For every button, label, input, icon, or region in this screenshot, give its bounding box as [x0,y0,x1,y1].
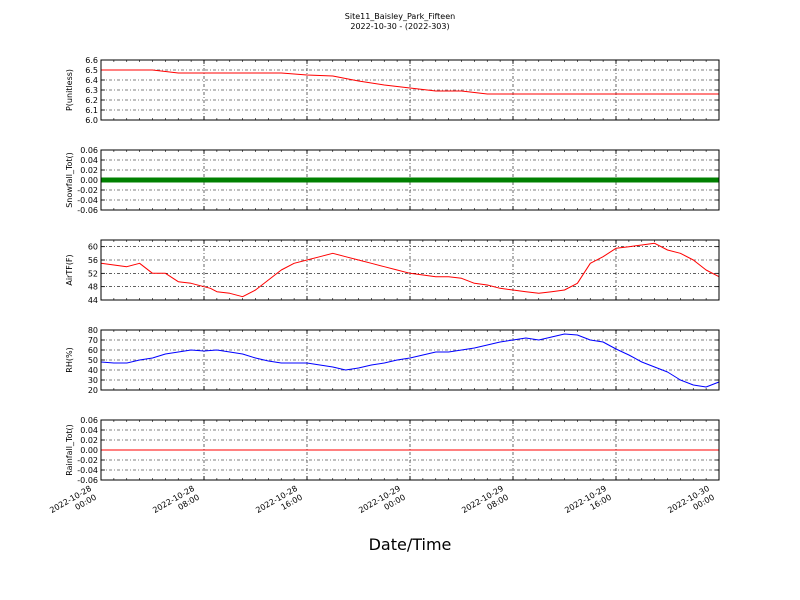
y-tick-label: 0.06 [80,416,98,425]
y-tick-label: -0.06 [77,206,98,215]
y-tick-label: 56 [88,256,98,265]
y-tick-label: -0.02 [77,456,98,465]
y-tick-label: 0.06 [80,146,98,155]
series-line [100,333,720,388]
subplot-3: 44 48 52 56 60 AirTF(F) [65,239,720,305]
y-tick-label: 30 [88,376,98,385]
axes-frame [100,239,720,301]
y-tick-label: 70 [88,336,98,345]
x-tick-label: 2022-10-3000:00 [666,484,716,524]
y-tick-label: 6.6 [85,56,98,65]
x-tick-label: 2022-10-2900:00 [357,484,407,524]
y-tick-label: 60 [88,243,98,252]
y-axis-label: Snowfall_Tot() [65,152,74,208]
subplot-1: 6.06.16.26.36.46.56.6 P(unitless) [65,56,720,125]
y-tick-label: 60 [88,346,98,355]
x-tick-label: 2022-10-2816:00 [254,484,304,524]
y-axis-label: Rainfall_Tot() [65,424,74,476]
y-tick-label: 6.3 [85,86,98,95]
y-tick-label: 6.5 [85,66,98,75]
y-tick-label: 20 [88,386,98,395]
subplot-5: -0.06-0.04-0.020.000.020.040.06 Rainfall_… [65,416,720,485]
x-tick-label: 2022-10-2808:00 [151,484,201,524]
axes-frame [100,329,720,391]
y-tick-label: 80 [88,326,98,335]
series-line [100,242,720,298]
y-tick-label: 0.04 [80,426,98,435]
figure-title: Site11_Baisley_Park_Fifteen [345,12,455,21]
y-tick-label: -0.04 [77,466,98,475]
y-tick-label: 0.00 [80,446,98,455]
x-tick-label: 2022-10-2908:00 [460,484,510,524]
y-axis-label: RH(%) [65,347,74,372]
y-tick-label: 0.00 [80,176,98,185]
y-axis-label: AirTF(F) [65,254,74,285]
subplot-2: -0.06-0.04-0.020.000.020.040.06 Snowfall_… [65,146,720,215]
y-tick-label: 50 [88,356,98,365]
y-axis-label: P(unitless) [65,69,74,111]
y-tick-label: 6.0 [85,116,98,125]
y-tick-label: 52 [88,269,98,278]
y-tick-label: 40 [88,366,98,375]
y-tick-label: 6.2 [85,96,98,105]
figure-subtitle: 2022-10-30 - (2022-303) [350,22,449,31]
subplot-stack: 6.06.16.26.36.46.56.6P(unitless)-0.06-0.… [48,56,720,524]
axes-frame [100,149,720,211]
x-tick-label: 2022-10-2800:00 [48,484,98,524]
y-tick-label: 0.02 [80,166,98,175]
y-tick-label: 0.04 [80,156,98,165]
y-tick-label: 48 [88,283,98,292]
axes-frame [100,59,720,121]
y-tick-label: 6.1 [85,106,98,115]
x-tick-label: 2022-10-2916:00 [563,484,613,524]
x-axis-label: Date/Time [369,535,452,554]
axes-frame [100,419,720,481]
y-tick-label: 6.4 [85,76,98,85]
series-line [101,69,719,95]
y-tick-label: -0.06 [77,476,98,485]
y-tick-label: 0.02 [80,436,98,445]
y-tick-label: -0.02 [77,186,98,195]
y-tick-label: 44 [88,296,98,305]
y-tick-label: -0.04 [77,196,98,205]
